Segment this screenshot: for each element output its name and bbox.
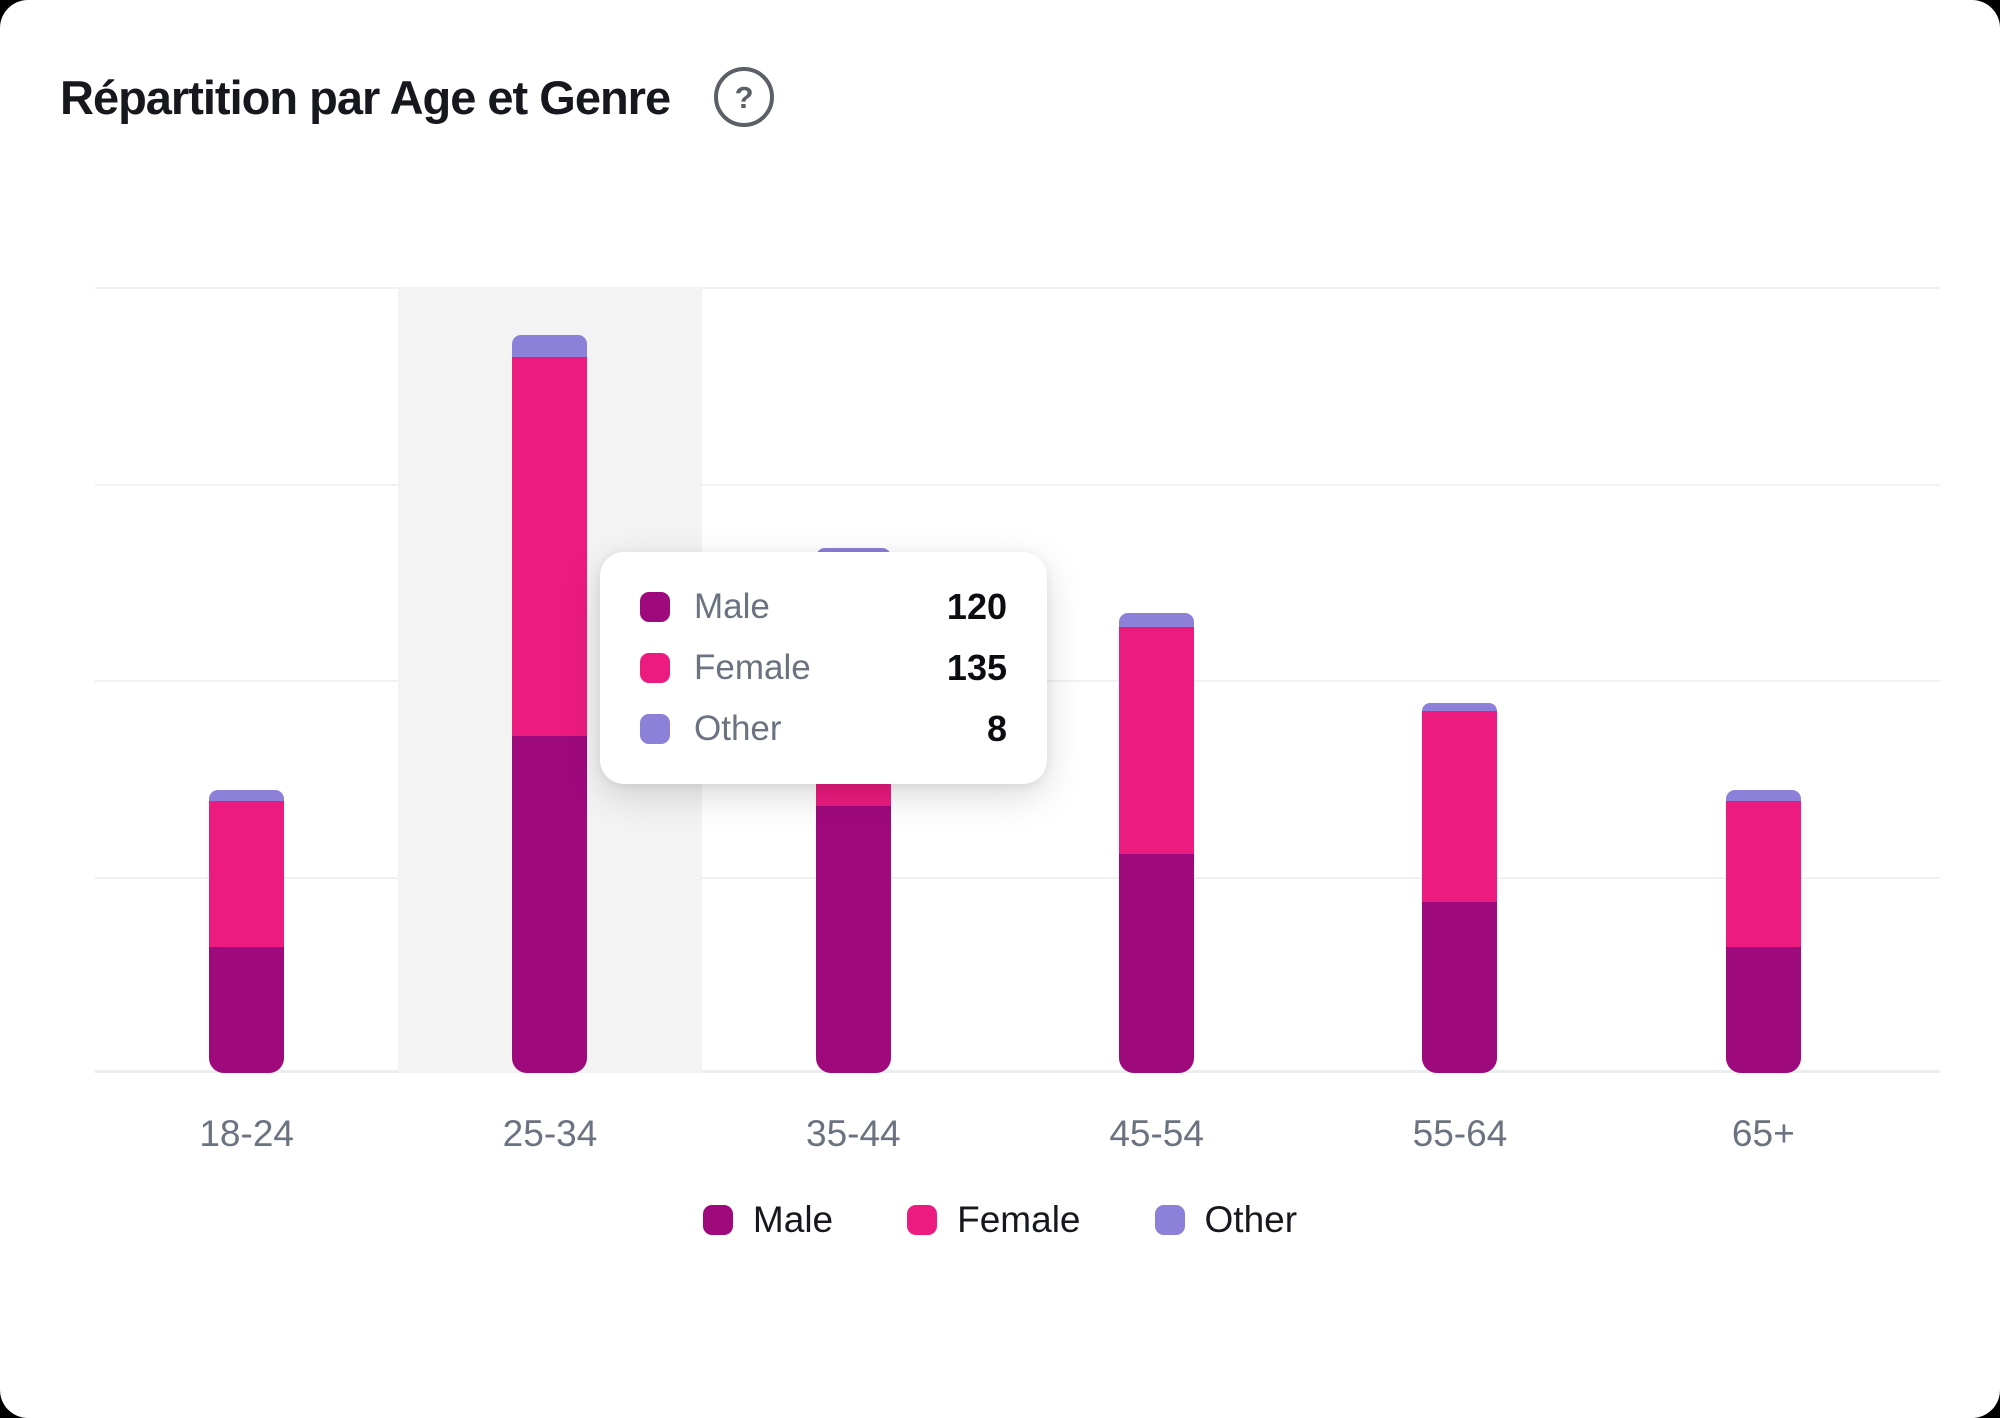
bar-column-65 (1612, 287, 1915, 1073)
bar-segment-male-65[interactable] (1725, 946, 1801, 1073)
legend-item-female[interactable]: Female (907, 1199, 1081, 1241)
bar-segment-male-18-24[interactable] (209, 946, 285, 1073)
legend-item-male[interactable]: Male (702, 1199, 834, 1241)
x-axis-label-65: 65+ (1731, 1113, 1795, 1154)
gridline (95, 287, 1940, 289)
chart-legend: Male Female Other (60, 1199, 1940, 1241)
bar-segment-male-35-44[interactable] (815, 806, 891, 1073)
bar-segment-female-45-54[interactable] (1119, 626, 1195, 854)
gridline (95, 876, 1940, 879)
stacked-bar-45-54[interactable] (1119, 612, 1195, 1073)
other-swatch-icon (640, 714, 670, 744)
bar-column-55-64 (1308, 287, 1611, 1073)
legend-item-other[interactable]: Other (1154, 1199, 1298, 1241)
circle-question-icon[interactable]: ? (714, 67, 775, 127)
bar-column-25-34 (398, 287, 701, 1073)
legend-label: Other (1204, 1199, 1298, 1240)
chart-tooltip: Male 120 Female 135 Other 8 (600, 552, 1047, 784)
bar-segment-other-45-54[interactable] (1119, 612, 1195, 627)
x-axis-label-18-24: 18-24 (199, 1113, 294, 1154)
bar-segment-male-25-34[interactable] (512, 736, 588, 1073)
stacked-bar-25-34[interactable] (512, 334, 588, 1073)
stacked-bar-18-24[interactable] (209, 789, 285, 1073)
bar-segment-male-55-64[interactable] (1422, 901, 1498, 1073)
bar-segment-female-18-24[interactable] (209, 800, 285, 947)
tooltip-value: 8 (986, 708, 1007, 749)
stacked-bar-65[interactable] (1725, 789, 1801, 1073)
bar-segment-male-45-54[interactable] (1119, 854, 1195, 1073)
tooltip-label: Other (694, 709, 782, 748)
legend-label: Female (957, 1199, 1081, 1240)
x-axis-label-25-34: 25-34 (502, 1113, 598, 1154)
x-axis-labels: 18-24 25-34 35-44 45-54 55-64 65+ (95, 1113, 1915, 1155)
tooltip-row-male: Male 120 (640, 585, 1007, 629)
tooltip-value: 120 (946, 586, 1007, 627)
male-swatch-icon (702, 1205, 733, 1235)
bar-segment-female-25-34[interactable] (512, 357, 588, 737)
bar-segment-other-18-24[interactable] (209, 789, 285, 801)
bar-segment-other-65[interactable] (1725, 789, 1801, 801)
bar-segment-other-25-34[interactable] (512, 334, 588, 358)
male-swatch-icon (640, 592, 670, 622)
tooltip-label: Male (694, 587, 770, 626)
x-axis-line (95, 1070, 1940, 1073)
bar-segment-female-55-64[interactable] (1422, 710, 1498, 902)
female-swatch-icon (640, 653, 670, 683)
page-title: Répartition par Age et Genre (60, 70, 671, 124)
card-header: Répartition par Age et Genre ? (60, 60, 1940, 134)
bar-segment-other-55-64[interactable] (1422, 702, 1498, 711)
tooltip-row-female: Female 135 (640, 646, 1007, 690)
bar-column-18-24 (95, 287, 398, 1073)
chart-plot-area: Male 120 Female 135 Other 8 (95, 287, 1940, 1073)
x-axis-label-35-44: 35-44 (806, 1113, 901, 1154)
bar-column-45-54 (1005, 287, 1308, 1073)
other-swatch-icon (1154, 1205, 1185, 1235)
female-swatch-icon (907, 1205, 938, 1235)
x-axis-label-55-64: 55-64 (1412, 1113, 1508, 1154)
stacked-bar-55-64[interactable] (1422, 702, 1498, 1073)
tooltip-label: Female (694, 648, 811, 687)
bar-segment-female-65[interactable] (1725, 800, 1801, 947)
gridline (95, 483, 1940, 486)
tooltip-value: 135 (946, 647, 1007, 688)
legend-label: Male (752, 1199, 834, 1240)
tooltip-row-other: Other 8 (640, 707, 1007, 751)
x-axis-label-45-54: 45-54 (1109, 1113, 1204, 1154)
